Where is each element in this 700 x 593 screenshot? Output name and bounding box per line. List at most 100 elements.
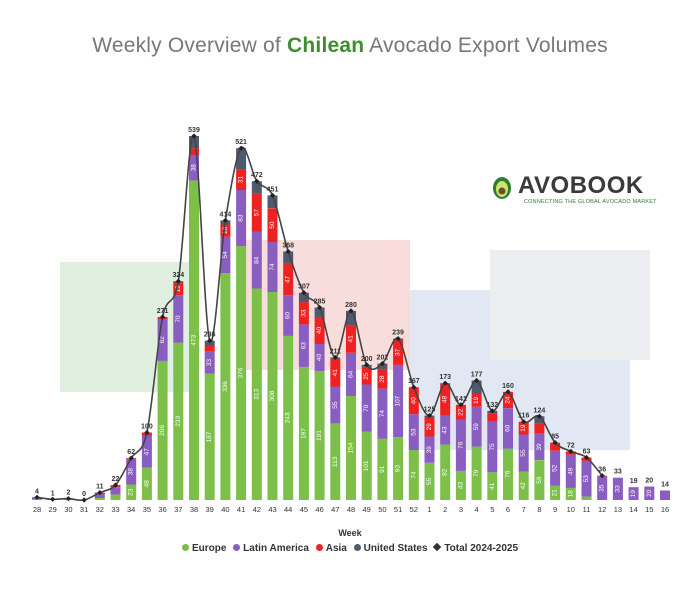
segment-label-asia-week-44: 47 [285,276,292,284]
total-marker-week-9 [552,440,558,446]
bar-united-states-week-46 [314,307,325,317]
bar-asia-week-3 [455,404,466,420]
x-tick-week-43: 43 [268,505,276,514]
x-tick-week-13: 13 [614,505,622,514]
total-line-layer [34,133,605,503]
bar-united-states-week-38 [189,136,199,149]
bar-europe-week-8 [534,460,545,500]
total-label-week-9: 85 [551,434,559,441]
total-label-week-43: 451 [267,186,279,193]
total-marker-week-28 [34,494,40,500]
total-marker-week-41 [238,145,244,151]
bar-europe-week-34 [126,484,137,500]
legend-europe-label: Europe [191,543,227,554]
segment-label-latin-america-week-1: 39 [426,446,433,454]
segment-label-europe-week-41: 376 [238,367,245,378]
x-tick-week-15: 15 [645,505,653,514]
bar-asia-week-48 [346,325,356,353]
x-tick-week-48: 48 [347,505,355,514]
bar-latin-america-week-40 [220,236,231,274]
x-tick-week-14: 14 [629,505,637,514]
bar-latin-america-week-11 [581,460,592,497]
bar-latin-america-week-51 [393,364,404,438]
segment-label-latin-america-week-8: 39 [536,443,543,451]
bar-europe-week-6 [503,448,513,500]
bar-asia-week-40 [220,224,231,237]
x-tick-week-31: 31 [80,505,88,514]
total-marker-week-35 [144,429,150,436]
legend-latin-america-label: Latin America [243,543,309,554]
segment-label-europe-week-44: 243 [285,412,292,423]
segment-label-latin-america-week-9: 52 [552,464,559,472]
x-axis-ticks: 28 29 30 31 32 33 34 35 36 37 38 39 40 41 42 43 44 45 46 47… [33,505,669,514]
bar-europe-week-45 [298,367,309,500]
segment-label-europe-week-40: 336 [222,381,229,392]
segment-label-latin-america-week-43: 74 [269,263,276,271]
total-marker-week-46 [317,304,323,311]
x-tick-week-16: 16 [661,505,669,514]
x-tick-week-1: 1 [427,505,431,514]
segment-label-europe-week-42: 313 [253,388,260,399]
bar-united-states-week-4 [471,380,482,394]
segment-label-latin-america-week-3: 76 [457,441,464,449]
total-marker-week-50 [379,361,385,367]
bar-latin-america-week-36 [157,319,168,361]
container-grey [490,250,650,360]
total-label-week-15: 20 [645,478,653,485]
x-tick-week-37: 37 [174,505,182,514]
total-label-week-33: 22 [112,476,120,483]
logo-brand: AVOBOOK [518,172,644,199]
bar-latin-america-week-8 [534,433,545,461]
total-marker-week-48 [348,308,354,314]
total-marker-week-44 [285,248,291,255]
total-label-week-46: 285 [314,299,326,306]
total-label-week-14: 19 [630,478,638,485]
segment-label-latin-america-week-47: 55 [332,401,339,409]
total-label-week-37: 324 [172,272,184,279]
bar-united-states-week-43 [267,195,278,209]
segment-label-europe-week-51: 93 [395,465,402,473]
legend-latin-america: Latin America [233,543,309,554]
bar-asia-week-37 [173,282,184,296]
segment-label-asia-week-4: 19 [473,396,480,404]
bar-latin-america-week-37 [173,295,184,343]
total-marker-week-2 [442,380,448,386]
bar-asia-week-39 [204,346,215,352]
segment-label-latin-america-week-34: 38 [128,468,135,476]
bar-asia-week-9 [550,442,561,451]
legend-europe-marker [181,544,189,551]
bar-asia-week-44 [283,263,294,296]
x-tick-week-3: 3 [459,505,463,514]
legend-united-states-label: United States [363,543,428,554]
bar-united-states-week-50 [377,363,388,370]
total-label-week-41: 521 [235,139,247,146]
total-label-week-6: 160 [502,383,514,390]
title-prefix: Weekly Overview of [92,34,288,57]
segment-label-europe-week-48: 154 [348,442,355,453]
bar-latin-america-week-35 [141,435,152,468]
bar-united-states-week-39 [204,340,215,346]
total-marker-week-33 [112,482,119,488]
total-label-week-3: 141 [455,396,467,403]
total-marker-week-3 [458,402,464,408]
total-marker-week-8 [536,413,542,419]
x-tick-week-46: 46 [315,505,323,514]
segment-label-europe-week-7: 42 [520,482,527,490]
segment-label-latin-america-week-52: 53 [410,428,417,436]
total-marker-week-32 [97,490,103,496]
segment-label-latin-america-week-6: 60 [505,424,512,432]
segment-label-latin-america-week-13: 33 [614,485,621,493]
segment-label-europe-week-8: 59 [536,476,543,484]
legend-total-label: Total 2024-2025 [444,543,519,554]
total-marker-week-4 [474,377,480,384]
bar-latin-america-week-49 [361,384,372,432]
avobook-logo: AVOBOOK CONNECTING THE GLOBAL AVOCADO MA… [486,170,657,210]
bar-europe-week-37 [173,342,184,500]
segment-label-asia-week-46: 40 [316,327,323,335]
segment-label-europe-week-6: 76 [505,470,512,478]
x-tick-week-49: 49 [363,505,371,514]
segment-label-europe-week-45: 197 [300,428,307,439]
segment-label-latin-america-week-45: 63 [300,342,307,350]
segment-label-latin-america-week-7: 55 [520,449,527,457]
